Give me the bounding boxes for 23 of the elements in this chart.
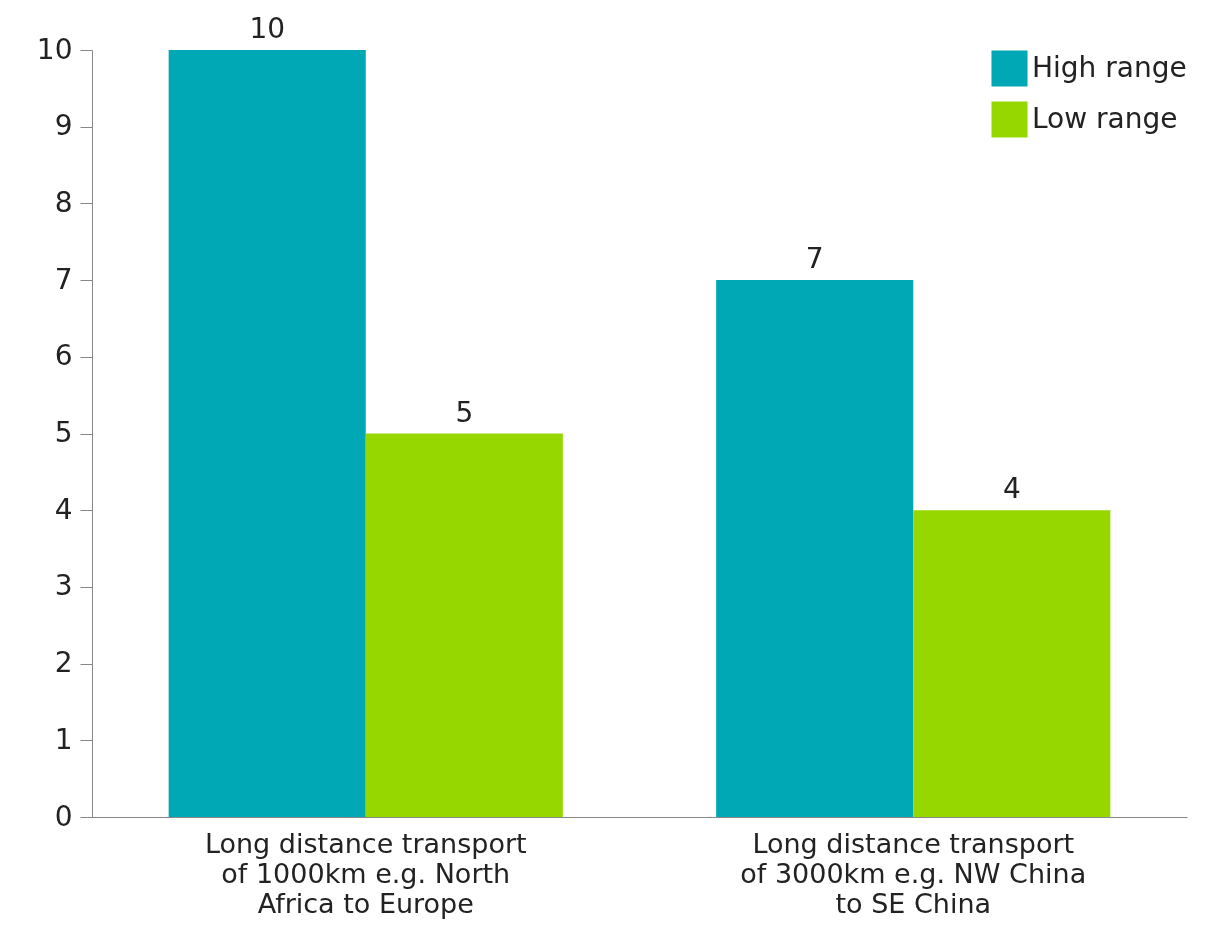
legend-label: High range <box>1032 50 1187 84</box>
y-tick-label: 10 <box>36 32 73 66</box>
bar <box>913 510 1111 817</box>
y-tick-label: 1 <box>54 722 73 756</box>
bar <box>365 433 563 817</box>
y-tick-label: 3 <box>54 569 73 603</box>
y-tick-label: 2 <box>54 646 73 680</box>
y-tick-label: 4 <box>54 492 73 526</box>
bar <box>716 280 914 817</box>
legend-label: Low range <box>1032 101 1178 135</box>
y-tick-label: 9 <box>54 109 73 143</box>
y-tick-label: 0 <box>54 799 73 833</box>
bar <box>168 50 366 817</box>
data-label: 4 <box>1002 472 1021 506</box>
x-tick-label: Long distance transport of 3000km e.g. NW China to SE China <box>740 827 1087 919</box>
y-tick-label: 5 <box>54 416 73 449</box>
data-label: 5 <box>455 395 474 429</box>
y-tick-label: 7 <box>54 262 73 296</box>
x-tick-label: Long distance transport of 1000km e.g. North Africa to Europe <box>204 827 527 919</box>
data-label: 7 <box>805 242 824 276</box>
y-tick-label: 6 <box>54 339 73 373</box>
y-tick-label: 8 <box>54 185 73 219</box>
data-label: 10 <box>249 12 286 45</box>
